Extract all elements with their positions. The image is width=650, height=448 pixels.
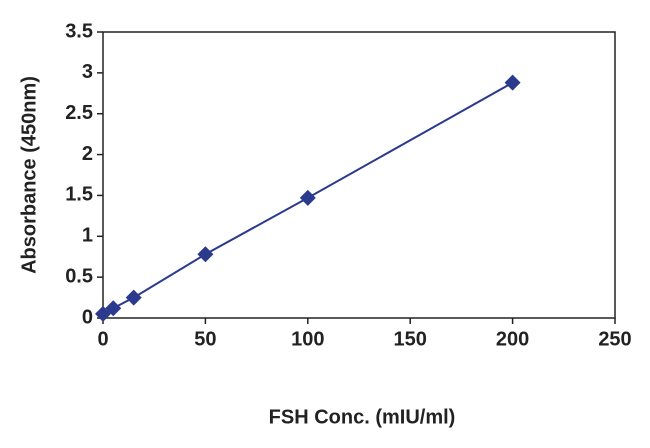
y-tick-label: 2 — [82, 143, 93, 165]
data-point — [105, 300, 122, 317]
x-tick-label: 100 — [291, 328, 324, 350]
data-point — [125, 289, 142, 306]
x-tick-label: 150 — [394, 328, 427, 350]
y-tick-label: 1 — [82, 225, 93, 247]
x-tick-label: 200 — [496, 328, 529, 350]
y-tick-label: 0.5 — [65, 265, 93, 287]
y-tick-label: 3.5 — [65, 20, 93, 42]
data-point — [299, 189, 316, 206]
y-tick-label: 1.5 — [65, 184, 93, 206]
y-axis-label: Absorbance (450nm) — [18, 76, 40, 274]
x-tick-label: 250 — [598, 328, 631, 350]
data-point — [197, 246, 214, 263]
plot-frame — [102, 31, 616, 319]
y-tick-label: 3 — [82, 61, 93, 83]
y-tick-label: 2.5 — [65, 102, 93, 124]
x-axis-label: FSH Conc. (mIU/ml) — [269, 406, 456, 428]
x-tick-label: 0 — [97, 328, 108, 350]
x-tick-label: 50 — [194, 328, 216, 350]
data-point — [504, 74, 521, 91]
y-tick-label: 0 — [82, 306, 93, 328]
